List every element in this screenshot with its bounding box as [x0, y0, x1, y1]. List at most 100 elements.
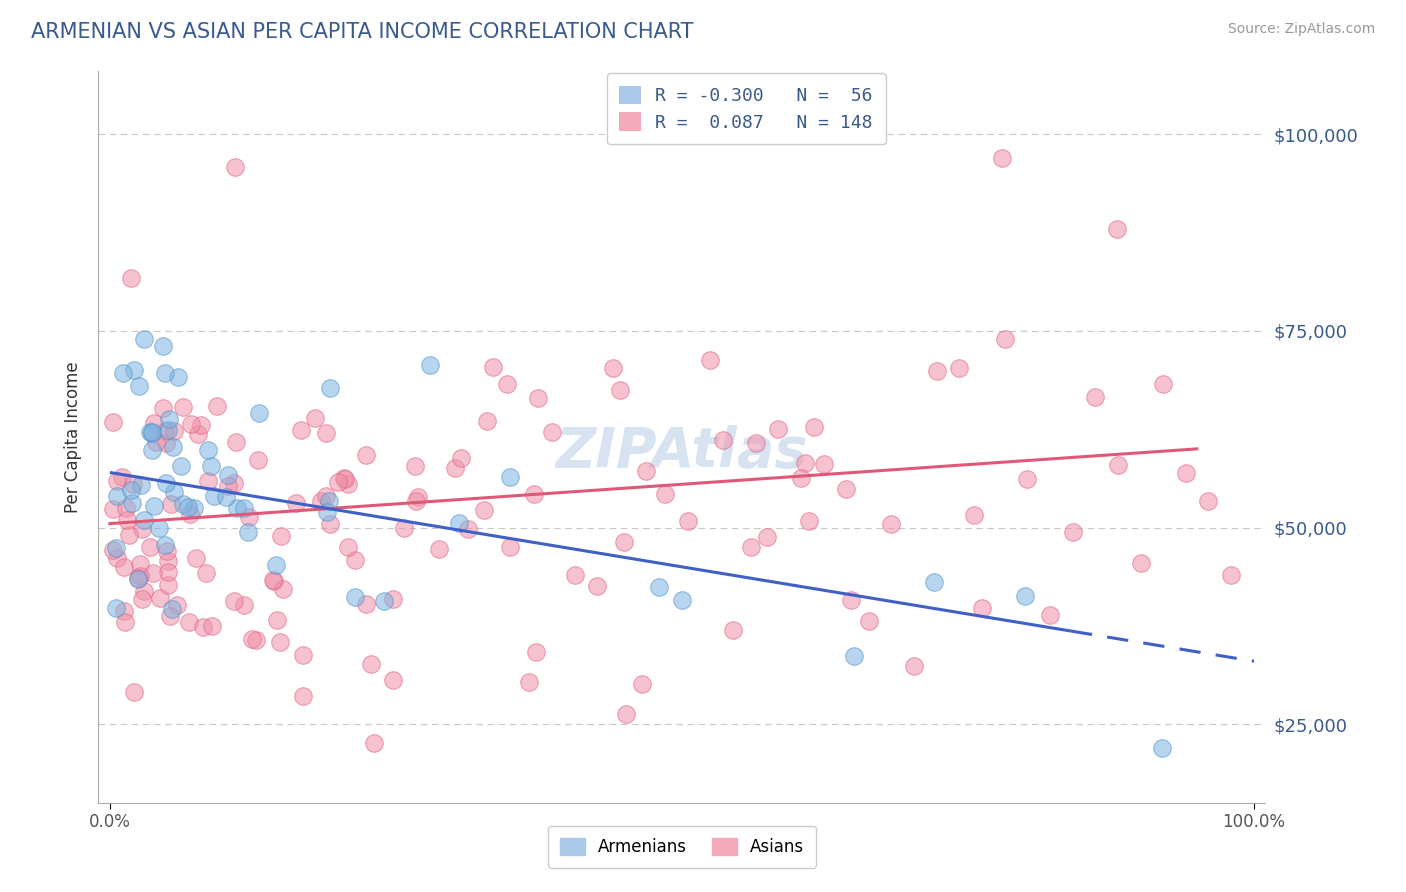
Asians: [160, 497, 183, 511]
Armenians: [152, 339, 174, 353]
Asians: [142, 566, 165, 580]
Asians: [291, 648, 314, 662]
Armenians: [153, 367, 176, 381]
Asians: [1062, 525, 1084, 540]
Asians: [614, 706, 637, 721]
Armenians: [169, 459, 191, 474]
Asians: [309, 493, 332, 508]
Asians: [457, 522, 479, 536]
Asians: [337, 476, 360, 491]
Asians: [1220, 568, 1243, 582]
Asians: [103, 543, 125, 558]
Asians: [394, 521, 416, 535]
Asians: [115, 501, 138, 516]
Armenians: [105, 601, 128, 615]
Asians: [360, 657, 382, 672]
Asians: [405, 493, 427, 508]
Asians: [793, 456, 815, 470]
Asians: [127, 571, 149, 585]
Asians: [472, 503, 495, 517]
Asians: [290, 423, 312, 437]
Asians: [356, 448, 378, 462]
Asians: [1174, 466, 1197, 480]
Asians: [132, 584, 155, 599]
Asians: [129, 569, 152, 583]
Armenians: [215, 490, 238, 504]
Armenians: [232, 501, 254, 516]
Armenians: [1014, 589, 1036, 603]
Asians: [180, 417, 202, 431]
Asians: [103, 501, 125, 516]
Armenians: [105, 489, 128, 503]
Armenians: [129, 477, 152, 491]
Asians: [319, 516, 342, 531]
Asians: [839, 593, 862, 607]
Asians: [122, 477, 145, 491]
Armenians: [141, 425, 163, 439]
Asians: [343, 552, 366, 566]
Asians: [858, 614, 880, 628]
Asians: [131, 522, 153, 536]
Asians: [903, 658, 925, 673]
Asians: [740, 540, 762, 554]
Asians: [187, 427, 209, 442]
Asians: [495, 376, 517, 391]
Asians: [120, 271, 142, 285]
Asians: [224, 160, 246, 174]
Asians: [1017, 472, 1039, 486]
Armenians: [172, 498, 194, 512]
Asians: [499, 540, 522, 554]
Armenians: [266, 558, 288, 573]
Asians: [266, 613, 288, 627]
Asians: [105, 551, 128, 566]
Asians: [631, 677, 654, 691]
Armenians: [247, 406, 270, 420]
Asians: [179, 507, 201, 521]
Asians: [131, 591, 153, 606]
Asians: [963, 508, 986, 522]
Asians: [193, 620, 215, 634]
Asians: [524, 645, 547, 659]
Asians: [970, 601, 993, 615]
Asians: [326, 475, 349, 489]
Armenians: [200, 458, 222, 473]
Armenians: [142, 499, 165, 513]
Text: ARMENIAN VS ASIAN PER CAPITA INCOME CORRELATION CHART: ARMENIAN VS ASIAN PER CAPITA INCOME CORR…: [31, 22, 693, 42]
Asians: [190, 417, 212, 432]
Asians: [880, 517, 903, 532]
Asians: [224, 594, 246, 608]
Armenians: [499, 470, 522, 484]
Asians: [564, 567, 586, 582]
Asians: [205, 399, 228, 413]
Asians: [111, 469, 134, 483]
Asians: [634, 464, 657, 478]
Asians: [654, 487, 676, 501]
Armenians: [842, 649, 865, 664]
Asians: [224, 475, 246, 490]
Asians: [948, 361, 970, 376]
Armenians: [1152, 740, 1174, 755]
Asians: [156, 544, 179, 558]
Asians: [363, 736, 385, 750]
Asians: [156, 554, 179, 568]
Asians: [803, 419, 825, 434]
Asians: [157, 578, 180, 592]
Asians: [149, 591, 172, 606]
Text: ZIPAtlas: ZIPAtlas: [555, 425, 808, 479]
Asians: [240, 632, 263, 646]
Armenians: [160, 601, 183, 615]
Asians: [155, 424, 177, 438]
Asians: [744, 436, 766, 450]
Asians: [145, 435, 167, 450]
Armenians: [197, 442, 219, 457]
Asians: [263, 574, 285, 589]
Asians: [523, 487, 546, 501]
Asians: [184, 550, 207, 565]
Asians: [450, 451, 472, 466]
Armenians: [315, 505, 337, 519]
Asians: [381, 592, 404, 607]
Armenians: [671, 593, 693, 607]
Asians: [517, 674, 540, 689]
Asians: [143, 416, 166, 430]
Asians: [333, 470, 356, 484]
